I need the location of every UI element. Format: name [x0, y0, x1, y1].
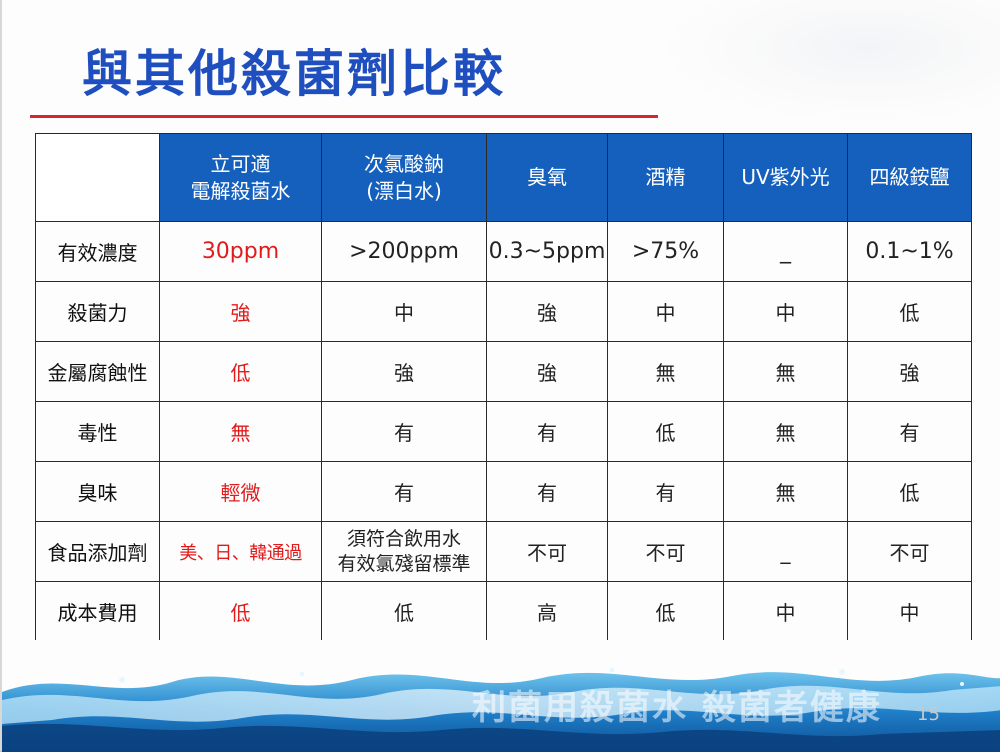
- table-row: 金屬腐蝕性 低 強 強 無 無 強: [35, 341, 972, 402]
- header-corner: [35, 133, 160, 222]
- table-cell: 低: [847, 281, 972, 342]
- header-line: 次氯酸鈉 (漂白水): [364, 151, 444, 203]
- table-cell: 有: [607, 461, 724, 522]
- title-underline: [30, 115, 658, 118]
- table-cell: >75%: [607, 221, 724, 282]
- header-ozone: 臭氧: [486, 133, 608, 222]
- header-liquid-electrolyzed-water: 立可適 電解殺菌水: [159, 133, 322, 222]
- table-cell: 低: [847, 461, 972, 522]
- row-label: 金屬腐蝕性: [35, 341, 160, 402]
- row-label: 食品添加劑: [35, 521, 160, 582]
- table-row: 毒性 無 有 有 低 無 有: [35, 401, 972, 462]
- cell-text: 須符合飲用水 有效氯殘留標準: [337, 527, 471, 575]
- table-row: 臭味 輕微 有 有 有 無 低: [35, 461, 972, 522]
- table-cell: 低: [607, 581, 724, 642]
- table-header-row: 立可適 電解殺菌水 次氯酸鈉 (漂白水) 臭氧 酒精 UV紫外光 四級銨鹽: [35, 133, 972, 222]
- table-cell: 須符合飲用水 有效氯殘留標準: [321, 521, 487, 582]
- header-quaternary-ammonium: 四級銨鹽: [847, 133, 972, 222]
- table-cell: 低: [321, 581, 487, 642]
- water-wave-graphic: [2, 640, 1000, 752]
- table-cell: 無: [723, 461, 848, 522]
- table-cell: _: [723, 521, 848, 582]
- table-cell: 不可: [486, 521, 608, 582]
- table-row: 成本費用 低 低 高 低 中 中: [35, 581, 972, 642]
- header-uv-light: UV紫外光: [723, 133, 848, 222]
- row-label: 成本費用: [35, 581, 160, 642]
- table-cell: 0.1~1%: [847, 221, 972, 282]
- table-cell: 有: [321, 461, 487, 522]
- table-cell: 中: [723, 281, 848, 342]
- header-alcohol: 酒精: [607, 133, 724, 222]
- table-cell: 強: [486, 341, 608, 402]
- table-cell: 無: [723, 401, 848, 462]
- table-cell: 強: [847, 341, 972, 402]
- table-cell: 0.3~5ppm: [486, 221, 608, 282]
- watermark-text: 利菌用殺菌水 殺菌者健康: [472, 688, 882, 728]
- table-cell: 輕微: [159, 461, 322, 522]
- table-row: 食品添加劑 美、日、韓通過 須符合飲用水 有效氯殘留標準 不可 不可 _ 不可: [35, 521, 972, 582]
- table-cell: 有: [321, 401, 487, 462]
- row-label: 臭味: [35, 461, 160, 522]
- slide-title: 與其他殺菌劑比較: [82, 45, 506, 103]
- table-cell: _: [723, 221, 848, 282]
- table-row: 殺菌力 強 中 強 中 中 低: [35, 281, 972, 342]
- corner-glare: [670, 0, 1000, 120]
- comparison-table: 立可適 電解殺菌水 次氯酸鈉 (漂白水) 臭氧 酒精 UV紫外光 四級銨鹽 有效…: [35, 133, 972, 642]
- table-cell: 無: [607, 341, 724, 402]
- table-cell: 強: [159, 281, 322, 342]
- header-sodium-hypochlorite: 次氯酸鈉 (漂白水): [321, 133, 487, 222]
- table-cell: >200ppm: [321, 221, 487, 282]
- page-number: 15: [917, 704, 940, 725]
- table-cell: 不可: [847, 521, 972, 582]
- table-cell: 30ppm: [159, 221, 322, 282]
- header-line: 立可適 電解殺菌水: [190, 151, 291, 203]
- table-cell: 中: [321, 281, 487, 342]
- table-cell: 低: [159, 581, 322, 642]
- table-cell: 中: [723, 581, 848, 642]
- table-cell: 高: [486, 581, 608, 642]
- table-cell: 低: [607, 401, 724, 462]
- table-cell: 中: [847, 581, 972, 642]
- table-cell: 強: [321, 341, 487, 402]
- table-cell: 無: [723, 341, 848, 402]
- table-cell: 中: [607, 281, 724, 342]
- table-cell: 有: [486, 401, 608, 462]
- row-label: 有效濃度: [35, 221, 160, 282]
- table-cell: 美、日、韓通過: [159, 521, 322, 582]
- table-cell: 強: [486, 281, 608, 342]
- table-cell: 有: [847, 401, 972, 462]
- table-cell: 低: [159, 341, 322, 402]
- row-label: 毒性: [35, 401, 160, 462]
- row-label: 殺菌力: [35, 281, 160, 342]
- water-wave-banner: [2, 640, 1000, 752]
- table-cell: 有: [486, 461, 608, 522]
- table-row: 有效濃度 30ppm >200ppm 0.3~5ppm >75% _ 0.1~1…: [35, 221, 972, 282]
- table-cell: 無: [159, 401, 322, 462]
- table-cell: 不可: [607, 521, 724, 582]
